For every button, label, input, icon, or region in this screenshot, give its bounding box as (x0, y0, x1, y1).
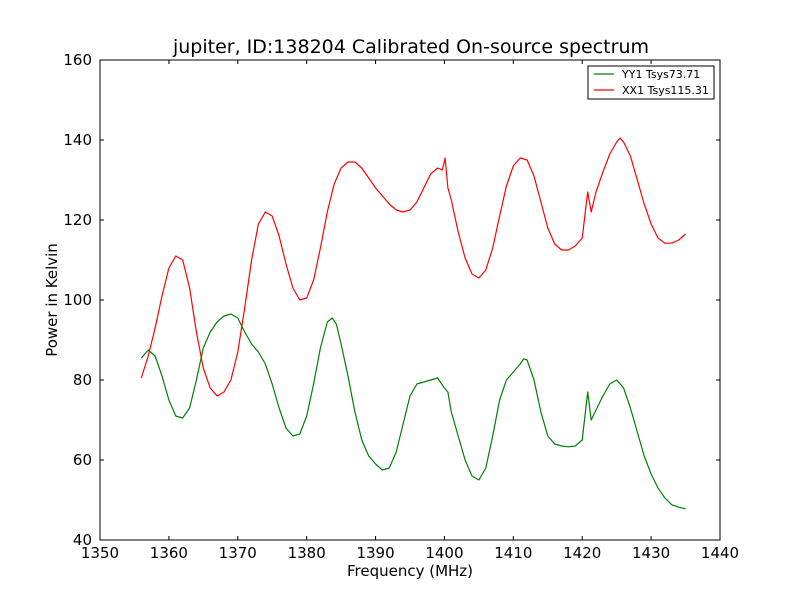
legend-box (587, 65, 715, 100)
y-tick-label: 120 (63, 211, 92, 229)
x-tick-label: 1380 (288, 544, 326, 562)
chart-title: jupiter, ID:138204 Calibrated On-source … (172, 36, 649, 58)
x-tick-label: 1400 (425, 544, 463, 562)
y-tick-label: 60 (73, 451, 92, 469)
x-tick-label: 1370 (219, 544, 257, 562)
x-tick-label: 1440 (701, 544, 739, 562)
legend: YY1 Tsys73.71 XX1 Tsys115.31 (587, 65, 715, 100)
x-axis-label: Frequency (MHz) (347, 562, 473, 580)
series-line-xx1 (140, 137, 686, 397)
legend-label-xx1: XX1 Tsys115.31 (622, 84, 709, 97)
plot-frame (99, 59, 721, 541)
x-tick-label: 1360 (150, 544, 188, 562)
y-tick-label: 160 (63, 51, 92, 69)
series-line-yy1 (140, 313, 686, 510)
x-tick-label: 1420 (563, 544, 601, 562)
x-tick-label: 1390 (356, 544, 394, 562)
legend-label-yy1: YY1 Tsys73.71 (621, 68, 700, 81)
y-tick-label: 40 (73, 531, 92, 549)
x-tick-label: 1430 (632, 544, 670, 562)
y-axis-label: Power in Kelvin (43, 243, 61, 357)
tick-layer: 1350 1360 1370 1380 1390 1400 1410 1420 1430 1440… (63, 51, 739, 562)
x-tick-label: 1350 (81, 544, 119, 562)
x-tick-label: 1410 (494, 544, 532, 562)
y-tick-label: 80 (73, 371, 92, 389)
series-layer (140, 137, 686, 510)
y-tick-label: 100 (63, 291, 92, 309)
y-tick-label: 140 (63, 131, 92, 149)
